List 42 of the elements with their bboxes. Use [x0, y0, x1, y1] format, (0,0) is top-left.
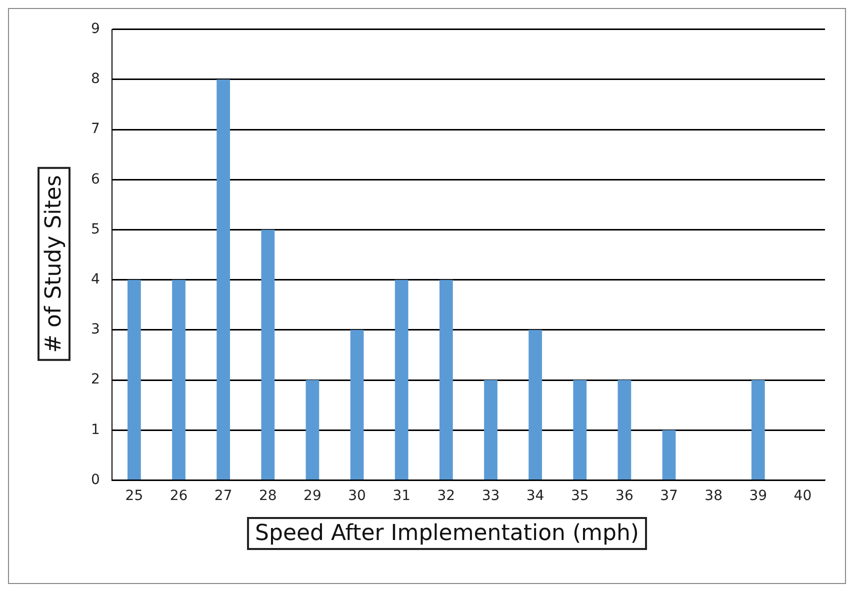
bar — [528, 330, 542, 480]
y-tick-label: 7 — [90, 121, 100, 138]
y-tick-label: 8 — [90, 71, 100, 88]
y-tick-label: 3 — [90, 322, 100, 338]
bar — [216, 79, 230, 480]
y-axis-title: # of Study Sites — [38, 167, 70, 361]
x-tick-label: 39 — [749, 488, 768, 504]
x-tick-label: 25 — [125, 488, 144, 504]
bar — [394, 280, 408, 480]
x-tick-label: 29 — [304, 488, 322, 504]
bar — [350, 330, 364, 480]
bar — [751, 380, 765, 480]
bar — [573, 380, 587, 480]
x-tick-label: 37 — [660, 488, 678, 504]
bar — [618, 380, 632, 480]
x-tick-label: 40 — [794, 488, 812, 504]
x-tick-label: 30 — [348, 488, 366, 504]
y-tick-label: 4 — [90, 271, 100, 288]
y-tick-label: 2 — [90, 372, 100, 388]
x-tick-label: 34 — [526, 488, 544, 504]
x-tick-label: 32 — [437, 488, 456, 504]
bar — [662, 430, 676, 480]
bar — [306, 380, 320, 480]
y-tick-label: 5 — [90, 221, 100, 238]
x-tick-label: 27 — [214, 488, 232, 504]
y-tick-label: 9 — [90, 21, 100, 38]
y-tick-label: 0 — [90, 472, 100, 488]
bar — [439, 280, 453, 480]
y-tick-label: 6 — [90, 171, 100, 188]
y-tick-label: 1 — [90, 422, 100, 438]
x-tick-label: 33 — [482, 488, 500, 504]
x-tick-label: 31 — [392, 488, 411, 504]
bar — [128, 280, 141, 480]
x-tick-label: 26 — [170, 488, 188, 504]
bar — [172, 280, 186, 480]
x-tick-label: 35 — [570, 488, 589, 504]
x-tick-label: 36 — [616, 488, 634, 504]
x-axis-title: Speed After Implementation (mph) — [247, 517, 647, 550]
x-tick-label: 28 — [258, 488, 277, 504]
bar — [484, 380, 498, 480]
bar — [261, 230, 275, 480]
x-tick-label: 38 — [704, 488, 722, 504]
